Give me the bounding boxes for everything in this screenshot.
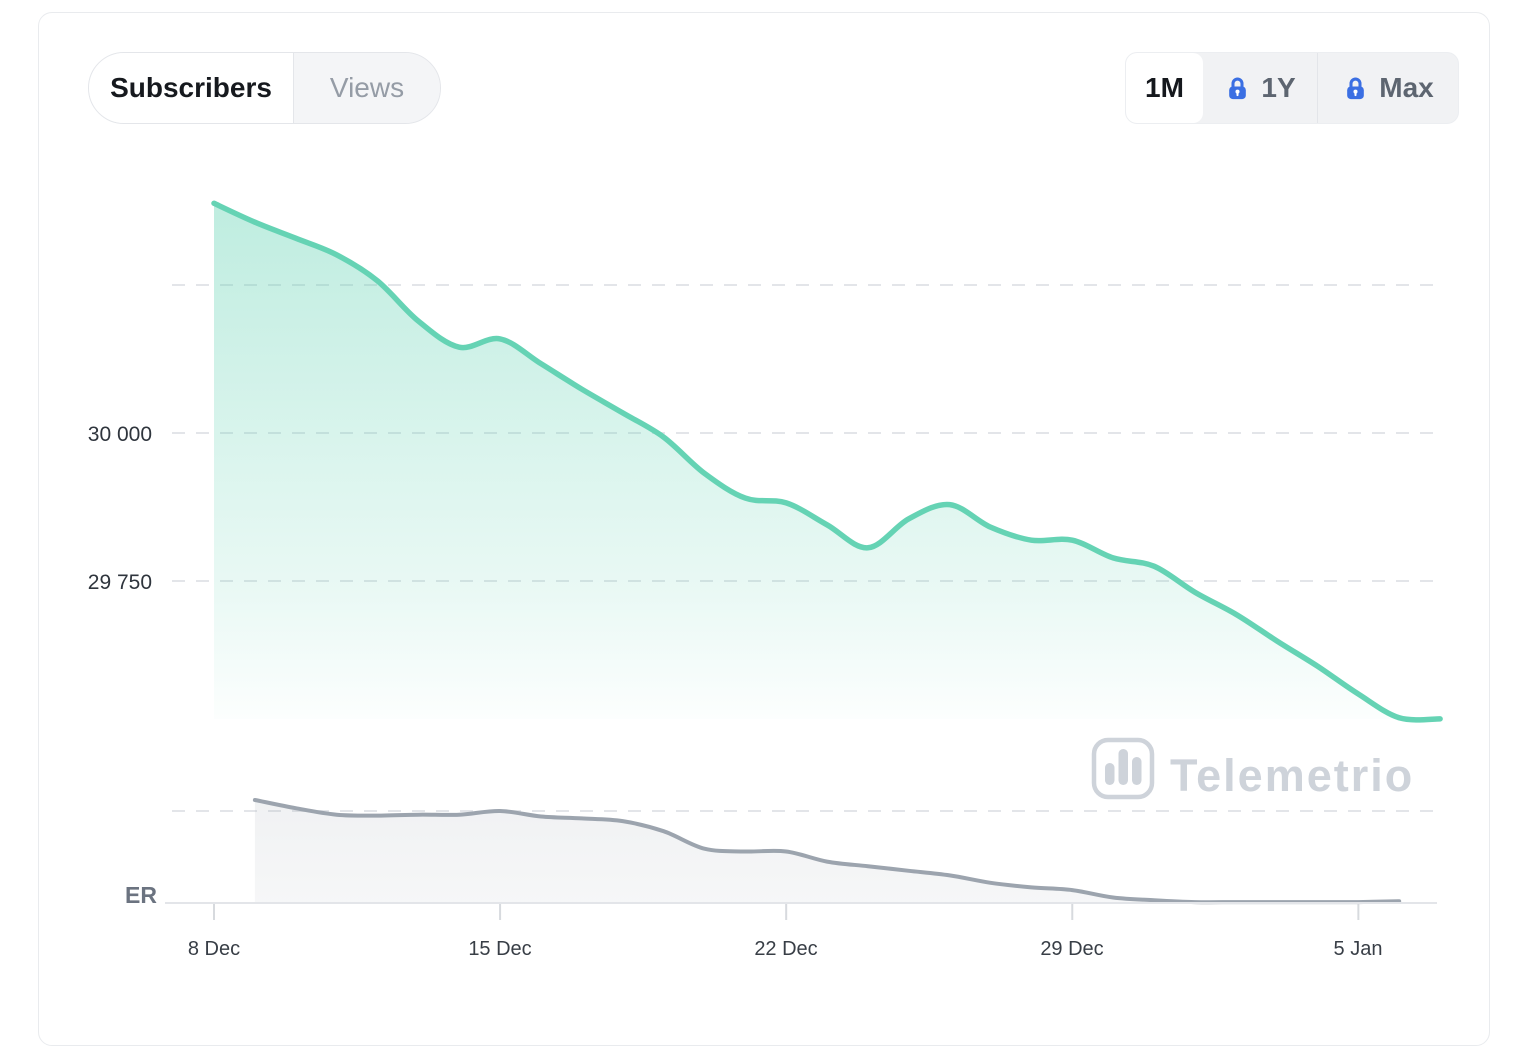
- y-tick-label-29750: 29 750: [88, 571, 152, 594]
- er-area: [254, 800, 1400, 903]
- tab-subscribers-label: Subscribers: [110, 72, 272, 103]
- range-1y-label: 1Y: [1261, 72, 1296, 103]
- x-axis: [165, 902, 1437, 920]
- range-max-label: Max: [1379, 72, 1434, 103]
- x-tick-label-22dec: 22 Dec: [754, 938, 817, 960]
- range-max-button[interactable]: Max: [1318, 53, 1458, 123]
- telemetrio-watermark: Telemetrio: [1091, 737, 1414, 801]
- er-axis-label: ER: [125, 882, 157, 908]
- lock-icon: [1229, 77, 1247, 99]
- x-tick-label-29dec: 29 Dec: [1040, 938, 1103, 960]
- range-1y-button[interactable]: 1Y: [1203, 53, 1318, 123]
- range-1m-label: 1M: [1145, 72, 1184, 103]
- tab-views[interactable]: Views: [294, 53, 440, 123]
- range-1m-button[interactable]: 1M: [1126, 53, 1203, 123]
- tab-subscribers[interactable]: Subscribers: [89, 53, 294, 123]
- x-tick-label-15dec: 15 Dec: [468, 938, 531, 960]
- tab-views-label: Views: [329, 72, 405, 103]
- range-selector: 1M 1Y Max: [1125, 52, 1459, 124]
- subscribers-area: [214, 203, 1441, 720]
- watermark-text: Telemetrio: [1170, 750, 1414, 801]
- telemetrio-logo-icon: [1091, 737, 1155, 800]
- subscribers-line: [211, 200, 1443, 723]
- x-tick-label-5jan: 5 Jan: [1334, 938, 1383, 960]
- lock-icon: [1347, 77, 1365, 99]
- metric-tabs: Subscribers Views: [88, 52, 441, 124]
- x-tick-label-8dec: 8 Dec: [188, 938, 240, 960]
- y-tick-label-30000: 30 000: [88, 423, 152, 446]
